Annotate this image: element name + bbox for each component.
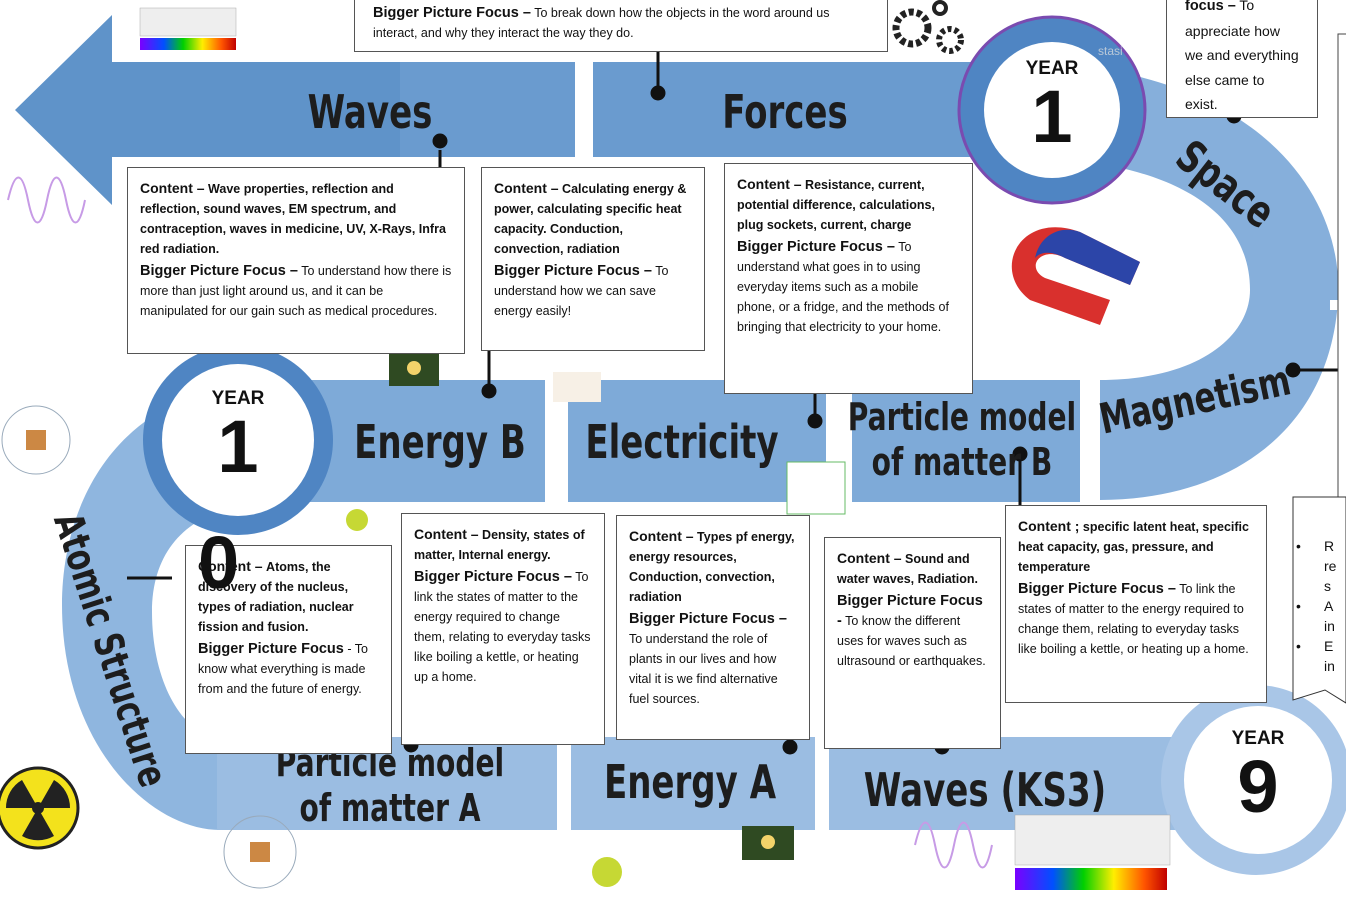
year-number: 1 <box>178 410 298 484</box>
box-paragraph: Content – Sound and water waves, Radiati… <box>837 548 988 589</box>
content-box: Content – Sound and water waves, Radiati… <box>824 537 1001 749</box>
box-paragraph: Content – Resistance, current, potential… <box>737 174 960 235</box>
box-paragraph: Bigger Picture Focus - To know what ever… <box>198 639 379 699</box>
content-heading: Content – <box>737 176 802 192</box>
radiation-icon <box>0 768 78 848</box>
wave-icon <box>8 178 85 223</box>
box-paragraph: Bigger Picture Focus – To understand the… <box>629 609 797 709</box>
box-paragraph: Content – Calculating energy & power, ca… <box>494 178 692 259</box>
content-box: Content – Wave properties, reflection an… <box>127 167 465 354</box>
box-paragraph: Bigger Picture Focus – To understand how… <box>140 261 452 321</box>
bullet: • <box>1296 596 1301 616</box>
content-box: focus – To appreciate how we and everyth… <box>1166 0 1318 118</box>
side-box <box>1338 34 1346 506</box>
focus-heading: Bigger Picture Focus – <box>414 569 572 585</box>
focus-heading: Bigger Picture Focus – <box>1018 581 1176 597</box>
focus-text: To appreciate how we and everything else… <box>1185 0 1299 112</box>
bullet-line: E <box>1310 636 1336 656</box>
focus-text: To understand the role of plants in our … <box>629 632 778 706</box>
bullet: • <box>1296 536 1301 556</box>
focus-heading: focus – <box>1185 0 1236 14</box>
box-paragraph: Content – Wave properties, reflection an… <box>140 178 452 259</box>
content-box: Content – Calculating energy & power, ca… <box>481 167 705 351</box>
bullet-line: in <box>1310 656 1336 676</box>
focus-heading: Bigger Picture Focus – <box>629 611 787 627</box>
bullet-line: re <box>1310 556 1336 576</box>
content-box: Content – Types pf energy, energy resour… <box>616 515 810 740</box>
bullet-line: s <box>1310 576 1336 596</box>
topic-label: Waves (KS3) <box>864 767 1106 813</box>
box-paragraph: focus – To appreciate how we and everyth… <box>1185 0 1299 117</box>
box-paragraph: Bigger Picture Focus – To link the state… <box>1018 579 1254 659</box>
year-number: 9 <box>1198 750 1318 824</box>
box-paragraph: Bigger Picture Focus – To understand how… <box>494 261 692 321</box>
box-paragraph: Content ; specific latent heat, specific… <box>1018 516 1254 577</box>
year-number: 1 <box>992 80 1112 154</box>
content-box: Content – Density, states of matter, Int… <box>401 513 605 745</box>
box-paragraph: Content – Types pf energy, energy resour… <box>629 526 797 607</box>
topic-label: Waves <box>308 89 433 135</box>
focus-heading: Bigger Picture Focus – <box>494 263 652 279</box>
focus-heading: Bigger Picture Focus – <box>373 5 531 21</box>
bullet: • <box>1296 636 1301 656</box>
box-paragraph: Bigger Picture Focus – To break down how… <box>373 3 869 43</box>
content-box: Bigger Picture Focus – To break down how… <box>354 0 888 52</box>
topic-label: Energy A <box>604 759 776 805</box>
content-heading: Content – <box>837 550 902 566</box>
content-heading: Content – <box>629 528 694 544</box>
box-paragraph: Bigger Picture Focus - To know the diffe… <box>837 591 988 671</box>
content-box: Content – Resistance, current, potential… <box>724 163 973 394</box>
content-heading: Content ; <box>1018 518 1079 534</box>
page: WavesForcesSpaceMagnetismEnergy BElectri… <box>0 0 1346 907</box>
content-heading: Content – <box>414 526 479 542</box>
year-number-digit: 0 <box>198 520 239 605</box>
topic-label: Electricity <box>585 419 778 465</box>
box-paragraph: Bigger Picture Focus – To understand wha… <box>737 237 960 337</box>
topic-label: Energy B <box>354 419 526 465</box>
topic-label: Forces <box>722 89 848 135</box>
content-heading: Content – <box>140 180 205 196</box>
year-badge: YEAR1 <box>178 388 298 484</box>
focus-heading: Bigger Picture Focus <box>198 641 344 657</box>
bullet-line: in <box>1310 616 1336 636</box>
focus-heading: Bigger Picture Focus – <box>737 239 895 255</box>
gears-icon <box>896 2 961 51</box>
bullet-line: R <box>1310 536 1336 556</box>
focus-text: To know the different uses for waves suc… <box>837 614 986 668</box>
bullet-line: A <box>1310 596 1336 616</box>
box-paragraph: Content – Density, states of matter, Int… <box>414 524 592 565</box>
topic-label: Particle model of matter A <box>260 741 520 831</box>
box-paragraph: Bigger Picture Focus – To link the state… <box>414 567 592 687</box>
topic-label: Particle model of matter B <box>847 395 1077 485</box>
content-box: Content ; specific latent heat, specific… <box>1005 505 1267 703</box>
magnet-icon <box>1012 227 1140 325</box>
focus-text: To link the states of matter to the ener… <box>414 570 590 684</box>
faint-text: stasi <box>1098 44 1123 58</box>
focus-heading: Bigger Picture Focus – <box>140 263 298 279</box>
content-heading: Content – <box>494 180 559 196</box>
